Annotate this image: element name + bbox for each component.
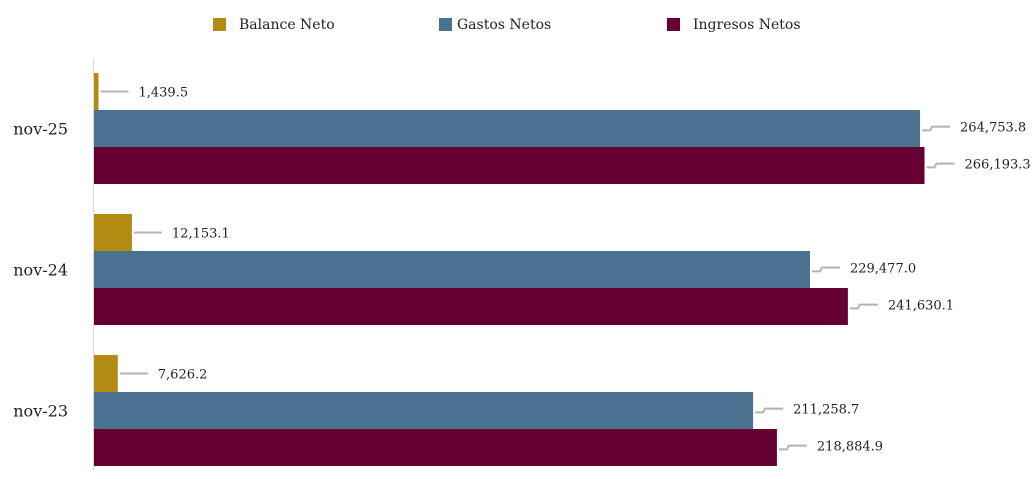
legend-item: Ingresos Netos (667, 17, 801, 33)
legend-swatch (667, 18, 680, 31)
legend-item: Balance Neto (213, 17, 335, 33)
label-leader-line (922, 125, 951, 132)
label-leader-line (849, 303, 878, 310)
legend-swatch (213, 18, 226, 31)
data-label: 264,753.8 (960, 121, 1026, 136)
label-leader-line (926, 162, 955, 169)
data-label: 12,153.1 (172, 227, 230, 242)
bar (94, 73, 99, 110)
bar (94, 251, 810, 288)
data-label: 229,477.0 (850, 262, 916, 277)
bar (94, 392, 754, 429)
data-label: 241,630.1 (888, 299, 954, 314)
data-label: 266,193.3 (965, 158, 1031, 173)
bar (94, 429, 777, 466)
bar (94, 355, 118, 392)
category-label: nov-24 (13, 261, 68, 280)
bar (94, 110, 921, 147)
bar (94, 288, 848, 325)
label-leader-line (755, 407, 784, 414)
legend-label: Ingresos Netos (693, 17, 801, 33)
data-label: 218,884.9 (817, 440, 883, 455)
legend-label: Balance Neto (239, 17, 335, 33)
label-leader-line (811, 266, 840, 273)
data-label: 1,439.5 (138, 86, 188, 101)
bar (94, 214, 132, 251)
legend-label: Gastos Netos (457, 17, 551, 33)
data-label: 211,258.7 (793, 403, 859, 418)
category-label: nov-25 (13, 120, 68, 139)
category-label: nov-23 (13, 402, 68, 421)
legend-item: Gastos Netos (439, 17, 551, 33)
label-leader-line (778, 444, 807, 451)
data-label: 7,626.2 (158, 368, 208, 383)
legend-swatch (439, 18, 452, 31)
bar (94, 147, 925, 184)
